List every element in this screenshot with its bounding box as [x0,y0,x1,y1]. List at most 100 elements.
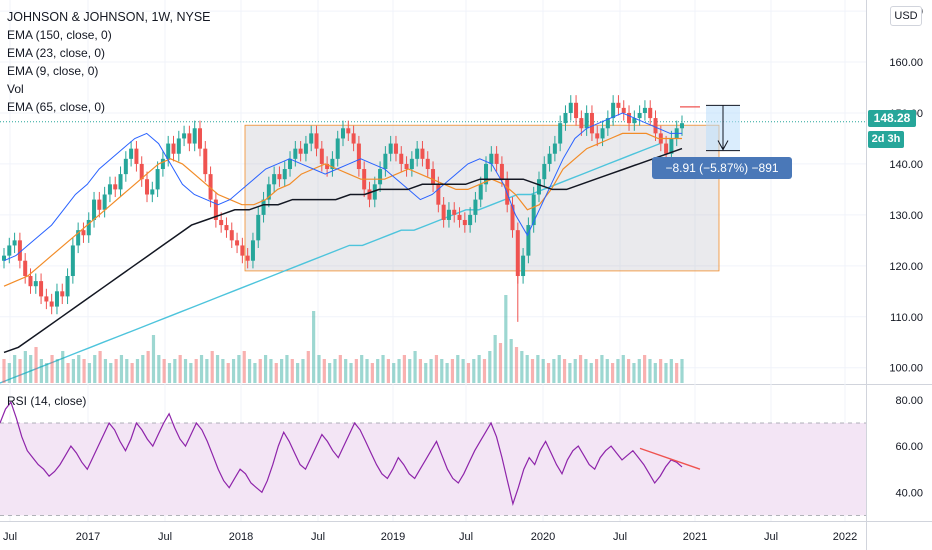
currency-button[interactable]: USD [890,6,922,26]
price-tick-label: 100.00 [889,363,923,375]
volume-bar [600,355,604,383]
volume-bar [392,363,396,383]
candle-body [303,143,308,154]
candle-body [584,112,589,129]
volume-bar [77,355,81,383]
candle-body [425,158,430,170]
volume-bar [344,359,348,383]
candle-body [298,148,303,154]
candle-body [632,118,637,124]
volume-bar [328,363,332,383]
candle-body [213,199,218,220]
candle-body [160,158,165,170]
candle-body [81,230,86,236]
volume-bar [317,355,321,383]
volume-bar [424,363,428,383]
candle-body [65,276,70,297]
candle-body [107,184,112,195]
candle-body [145,179,150,195]
time-tick-label: Jul [311,531,325,543]
volume-bar [61,351,65,383]
volume-bar [98,351,102,383]
drawing-annotations[interactable] [680,104,740,152]
volume-bar [605,359,609,383]
volume-bar [39,359,43,383]
candle-body [203,148,208,175]
candle-body [680,123,684,129]
candle-body [669,138,674,154]
candle-body [473,199,478,215]
volume-bar [183,359,188,383]
time-tick-label: Jul [3,531,17,543]
candle-body [314,133,319,149]
volume-bar [34,347,38,383]
volume-bar [253,363,257,383]
volume-bar [258,359,262,383]
last-price-tag: 148.28 [868,110,916,127]
volume-bar [263,355,268,383]
rsi-tick-label: 80.00 [895,395,923,407]
volume-bar [50,355,54,383]
candle-body [616,102,621,108]
volume-bar [536,355,540,383]
rsi-trendline [639,447,701,470]
volume-bar [130,363,134,383]
candle-body [197,128,202,149]
volume-bar [376,359,380,383]
volume-bar [386,359,390,383]
candle-body [367,189,372,200]
volume-bar [93,355,97,383]
volume-bar [381,355,385,383]
ema-23-line [3,132,682,287]
volume-bar [333,359,337,383]
volume-bar [215,355,220,383]
candle-body [155,169,160,190]
candle-body [637,112,642,119]
candle-body [415,148,420,159]
volume-bar [274,363,278,383]
candle-body [621,107,626,113]
volume-bar [616,359,620,383]
volume-bar [199,355,204,383]
volume-bar [509,339,513,383]
volume-bar [482,359,487,383]
candle-body [28,276,33,287]
candlestick-series [2,95,684,322]
volume-bar [632,363,636,383]
candle-body [531,194,536,226]
ema-lines [3,112,683,354]
volume-bar [429,359,433,383]
volume-bar [296,363,300,383]
volume-bar [440,359,444,383]
candle-body [457,214,462,220]
candle-body [309,133,314,144]
volume-bars [2,295,684,383]
volume-bar [648,359,652,383]
volume-bar [141,355,145,383]
volume-bar [514,347,519,383]
volume-bar [354,359,358,383]
candle-body [505,179,510,205]
candle-body [468,214,473,226]
volume-bar [498,343,503,383]
candle-body [39,281,44,297]
volume-bar [397,359,401,383]
candle-body [282,169,287,180]
volume-bar [610,363,615,383]
volume-bar [659,359,663,383]
time-tick-label: 2020 [531,531,555,543]
volume-bar [18,359,22,383]
volume-bar [466,363,471,383]
measure-arrow-head [717,140,729,151]
volume-bar [349,363,353,383]
candle-body [356,143,361,170]
volume-bar [301,359,305,383]
volume-bar [13,355,17,383]
candle-body [325,163,330,170]
volume-bar [578,355,583,383]
time-tick-label: 2021 [683,531,707,543]
candle-body [494,153,499,164]
volume-bar [541,359,545,383]
volume-bar [680,359,684,383]
